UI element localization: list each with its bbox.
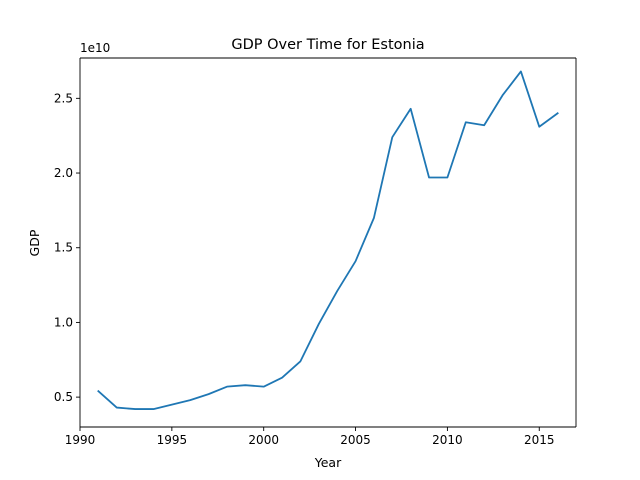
- x-tick-label: 2015: [524, 433, 555, 447]
- chart-title: GDP Over Time for Estonia: [231, 37, 424, 53]
- y-tick-label: 2.0: [54, 166, 73, 180]
- x-tick-label: 1990: [65, 433, 96, 447]
- plot-area: 1990 1995 2000 2005 2010 2015 0.5 1.0 1.5 2.0 2.5: [54, 57, 577, 447]
- y-tick-label: 0.5: [54, 390, 73, 404]
- x-tick-label: 2005: [340, 433, 371, 447]
- y-tick-label: 1.5: [54, 241, 73, 255]
- y-tick-label: 2.5: [54, 91, 73, 105]
- series-line-0: [97, 70, 559, 410]
- y-axis-label: GDP: [27, 229, 42, 256]
- x-tick-label: 1995: [157, 433, 188, 447]
- y-axis-offset-label: 1e10: [80, 41, 110, 55]
- x-tick-label: 2010: [432, 433, 463, 447]
- x-axis-label: Year: [314, 455, 342, 470]
- y-tick-label: 1.0: [54, 315, 73, 329]
- x-tick-label: 2000: [248, 433, 279, 447]
